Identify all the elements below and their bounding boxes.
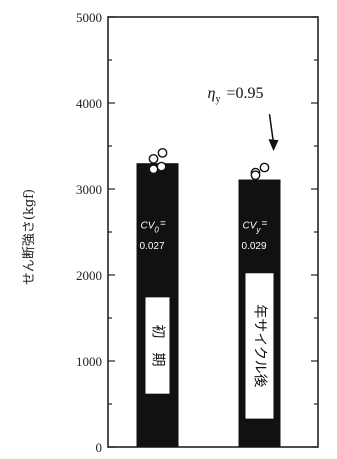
data-point-0-0 xyxy=(148,153,159,164)
y-tick-label: 4000 xyxy=(76,96,102,111)
y-tick-label: 2000 xyxy=(76,268,102,283)
category-label-1: 年サイクル後 xyxy=(252,304,268,387)
cv-value-1: 0.029 xyxy=(242,241,267,252)
data-point-1-2 xyxy=(250,170,261,181)
axis-layer: 0 1000 2000 3000 4000 5000 xyxy=(76,10,319,455)
category-box-0 xyxy=(145,297,170,394)
category-label-0: 初 期 xyxy=(150,325,167,367)
annotation-text: ηy =0.95 xyxy=(208,85,264,105)
category-box-1 xyxy=(245,273,274,419)
y-tick-label: 1000 xyxy=(76,354,102,369)
y-tick-label: 5000 xyxy=(76,10,102,25)
y-tick-label: 0 xyxy=(96,440,103,455)
cv-value-0: 0.027 xyxy=(140,241,165,252)
y-tick-label: 3000 xyxy=(76,182,102,197)
data-point-1-1 xyxy=(259,162,270,173)
data-point-0-2 xyxy=(148,164,159,175)
point-layer xyxy=(148,147,270,181)
annotation-arrow-head xyxy=(268,139,279,152)
data-point-0-1 xyxy=(157,147,168,158)
y-axis-title: せん断強さ(kgf) xyxy=(22,189,37,285)
data-point-0-3 xyxy=(156,161,167,172)
annotation-arrow-shaft xyxy=(268,114,275,144)
